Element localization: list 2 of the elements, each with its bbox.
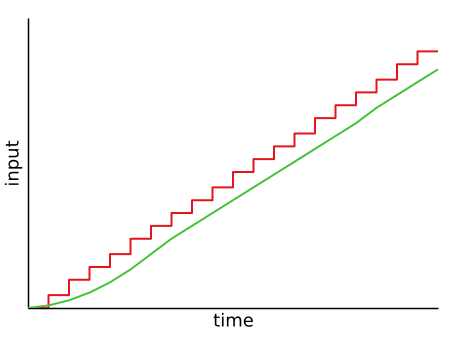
- x-axis-title: time: [213, 310, 254, 332]
- y-axis-title: input: [2, 140, 24, 187]
